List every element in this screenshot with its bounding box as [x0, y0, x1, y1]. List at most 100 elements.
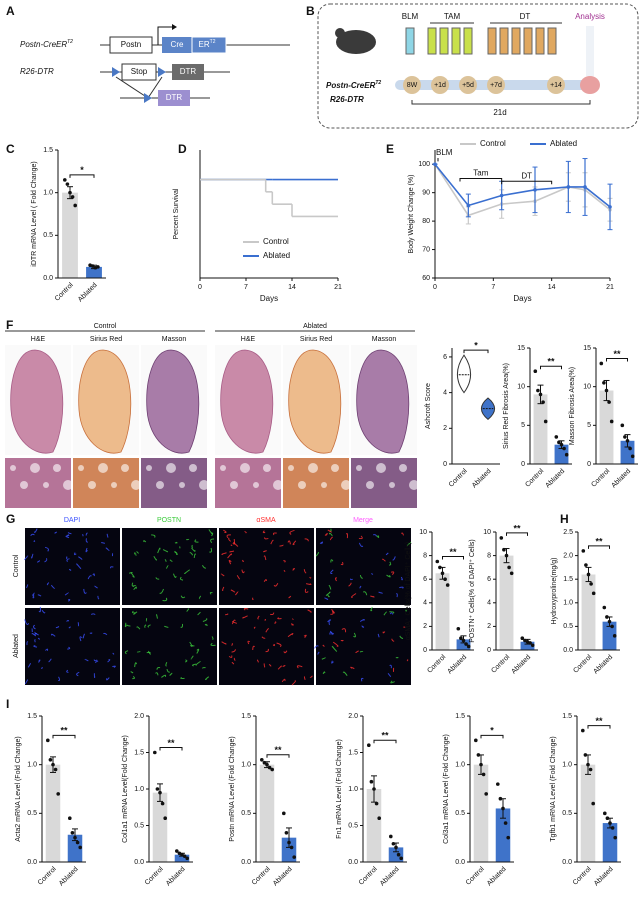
significance-bracket: [53, 735, 75, 738]
y-tick-label: 5: [587, 422, 591, 429]
signal: [231, 545, 232, 546]
syringe: [464, 28, 472, 54]
drug-label: DT: [520, 12, 531, 21]
fluorescence-image: [122, 608, 217, 685]
x-tick-label: Control: [358, 865, 379, 886]
y-tick-label: 0.0: [134, 859, 144, 866]
annotation-bracket: [502, 181, 552, 184]
y-tick-label: 70: [422, 246, 430, 253]
lung-icon: [580, 76, 600, 94]
data-point: [446, 583, 450, 587]
data-point: [185, 857, 189, 861]
bar: [603, 823, 618, 862]
y-tick-label: 5: [521, 422, 525, 429]
data-point: [158, 791, 162, 795]
y-axis-label: Fn1 mRNA Level (Fold Change): [336, 739, 343, 839]
annotation: DT: [521, 171, 532, 180]
syringe: [524, 28, 532, 54]
y-tick-label: 0.5: [563, 623, 573, 630]
significance-bracket: [588, 726, 610, 729]
syringe: [536, 28, 544, 54]
syringe: [548, 28, 556, 54]
bar: [46, 765, 61, 862]
data-point: [507, 566, 511, 570]
data-point: [467, 645, 471, 649]
drug-label: TAM: [444, 12, 461, 21]
y-tick-label: 2.0: [563, 552, 573, 559]
x-tick-label: Control: [251, 865, 272, 886]
data-point: [370, 780, 374, 784]
y-tick-label: 15: [583, 345, 591, 352]
y-tick-label: 1.5: [563, 576, 573, 583]
x-axis-label: Days: [260, 294, 278, 303]
diagram-a: Postn-CreERT2 Postn Cre ERT2 R26-DTR Sto…: [20, 24, 290, 106]
tissue-detail: [288, 465, 294, 471]
data-point: [607, 400, 611, 404]
tissue-detail: [376, 463, 386, 473]
data-point: [567, 185, 571, 189]
y-tick-label: 1.0: [348, 786, 358, 793]
y-tick-label: 0: [423, 647, 427, 654]
data-point: [536, 389, 540, 393]
significance-bracket: [481, 735, 503, 738]
tissue-detail: [199, 480, 209, 490]
significance-label: **: [381, 731, 389, 741]
y-tick-label: 1.0: [134, 786, 144, 793]
drug-label: BLM: [402, 12, 419, 21]
tissue-detail: [10, 465, 16, 471]
x-tick-label: Ablated: [610, 468, 632, 490]
y-tick-label: 0.5: [562, 810, 572, 817]
panel-letter: D: [178, 142, 187, 156]
y-tick-label: 1.0: [562, 762, 572, 769]
data-point: [73, 836, 77, 840]
data-point: [605, 615, 609, 619]
data-point: [394, 846, 398, 850]
gene-label: Postn: [121, 40, 141, 49]
y-tick-label: 0.0: [348, 859, 358, 866]
data-point: [587, 573, 591, 577]
syringe: [406, 28, 414, 54]
data-point: [560, 443, 564, 447]
y-tick-label: 10: [419, 529, 427, 536]
data-point: [586, 763, 590, 767]
significance-label: **: [449, 547, 457, 557]
significance-bracket: [443, 557, 464, 560]
arrow-head: [172, 24, 177, 30]
data-point: [626, 439, 630, 443]
tissue-detail: [20, 481, 28, 489]
gene-label: DTR: [180, 67, 197, 76]
analysis-bar: [586, 26, 594, 76]
data-point: [589, 768, 593, 772]
data-point: [621, 424, 625, 428]
x-tick-label: Control: [572, 653, 593, 674]
panel-letter: B: [306, 4, 315, 18]
y-axis-label: iDTR mRNA Level ( Fold Change): [31, 161, 38, 266]
y-tick-label: 1.0: [241, 762, 251, 769]
label-sup: T2: [67, 39, 73, 45]
annotation-bracket: [460, 178, 502, 181]
x-tick-label: Control: [524, 467, 545, 488]
y-tick-label: 0.0: [562, 859, 572, 866]
y-tick-label: 15: [517, 345, 525, 352]
significance-bracket: [589, 546, 610, 549]
y-tick-label: 4: [443, 389, 447, 396]
y-axis-label: Masson Fibrosis Area(%): [569, 367, 576, 445]
significance-label: *: [80, 165, 84, 175]
tissue-detail: [240, 463, 250, 473]
data-point: [602, 381, 606, 385]
data-point: [539, 393, 543, 397]
y-tick-label: 1.5: [348, 749, 358, 756]
data-point: [500, 194, 504, 198]
data-point: [71, 195, 75, 199]
panel-letter: H: [560, 512, 569, 526]
tissue-detail: [156, 481, 164, 489]
y-axis-label: Body Weight Change (%): [408, 175, 415, 254]
bar: [600, 391, 614, 464]
data-point: [46, 739, 50, 743]
y-axis-label: Tgfb1 mRNA Level (Fold Change): [550, 736, 557, 841]
data-point: [592, 592, 596, 596]
signal: [273, 645, 275, 646]
y-tick-label: 0.5: [455, 810, 465, 817]
y-tick-label: 1.5: [43, 147, 53, 154]
legend-label: Ablated: [550, 139, 577, 148]
